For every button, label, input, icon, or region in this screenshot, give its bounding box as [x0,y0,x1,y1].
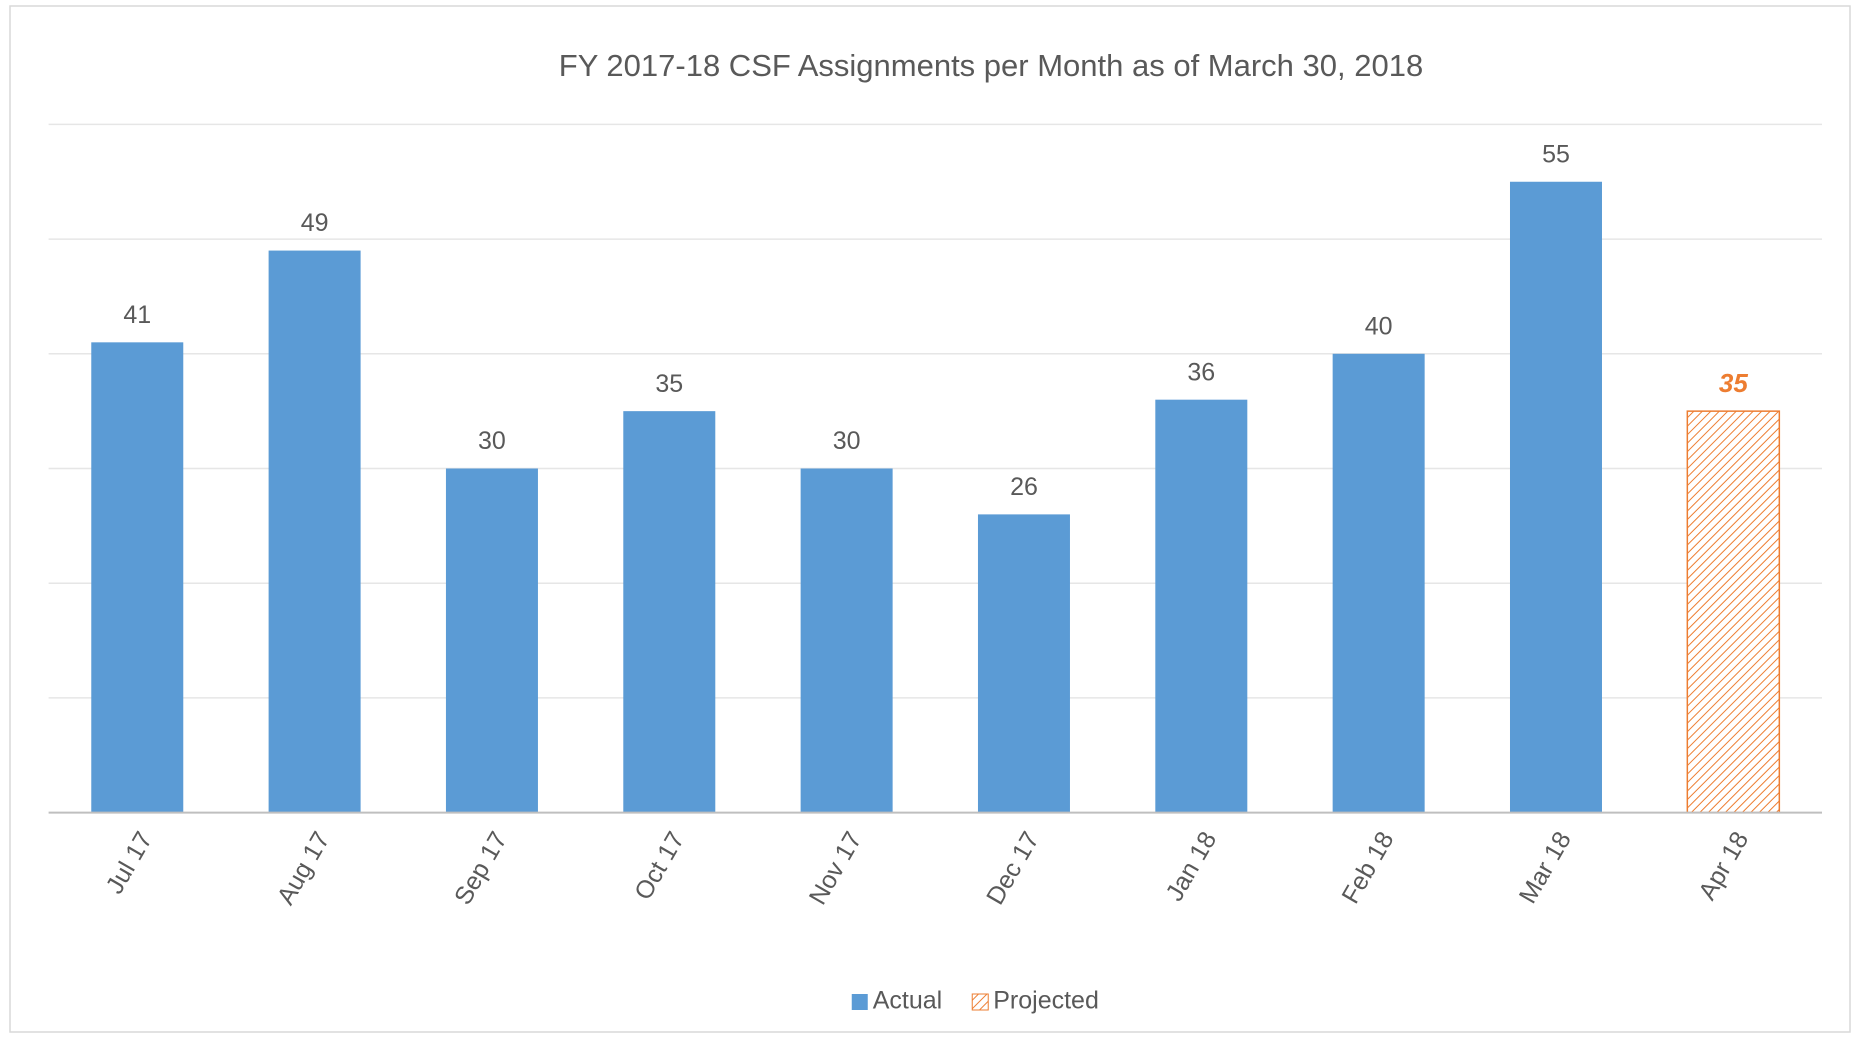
data-label: 35 [1719,368,1748,398]
bar [1155,399,1248,813]
data-label: 55 [1542,140,1570,168]
data-label: 41 [123,301,151,329]
data-label: 49 [301,209,329,237]
bar [977,514,1070,813]
bar [268,250,361,813]
data-label: 40 [1365,312,1393,340]
bar [445,468,538,813]
legend-swatch [971,993,989,1011]
bar [800,468,893,813]
bar [91,342,184,813]
bar [1332,353,1425,813]
chart-title: FY 2017-18 CSF Assignments per Month as … [559,48,1423,83]
data-label: 26 [1010,473,1038,501]
data-label: 36 [1187,358,1215,386]
legend-label: Projected [993,987,1099,1015]
bar [623,411,716,813]
bar [1686,410,1781,814]
bar [1509,181,1602,813]
legend: Actual Projected [851,987,1099,1015]
data-label: 35 [655,370,683,398]
data-label: 30 [478,427,506,455]
data-label: 30 [833,427,861,455]
legend-label: Actual [873,987,942,1015]
legend-swatch [851,994,868,1010]
